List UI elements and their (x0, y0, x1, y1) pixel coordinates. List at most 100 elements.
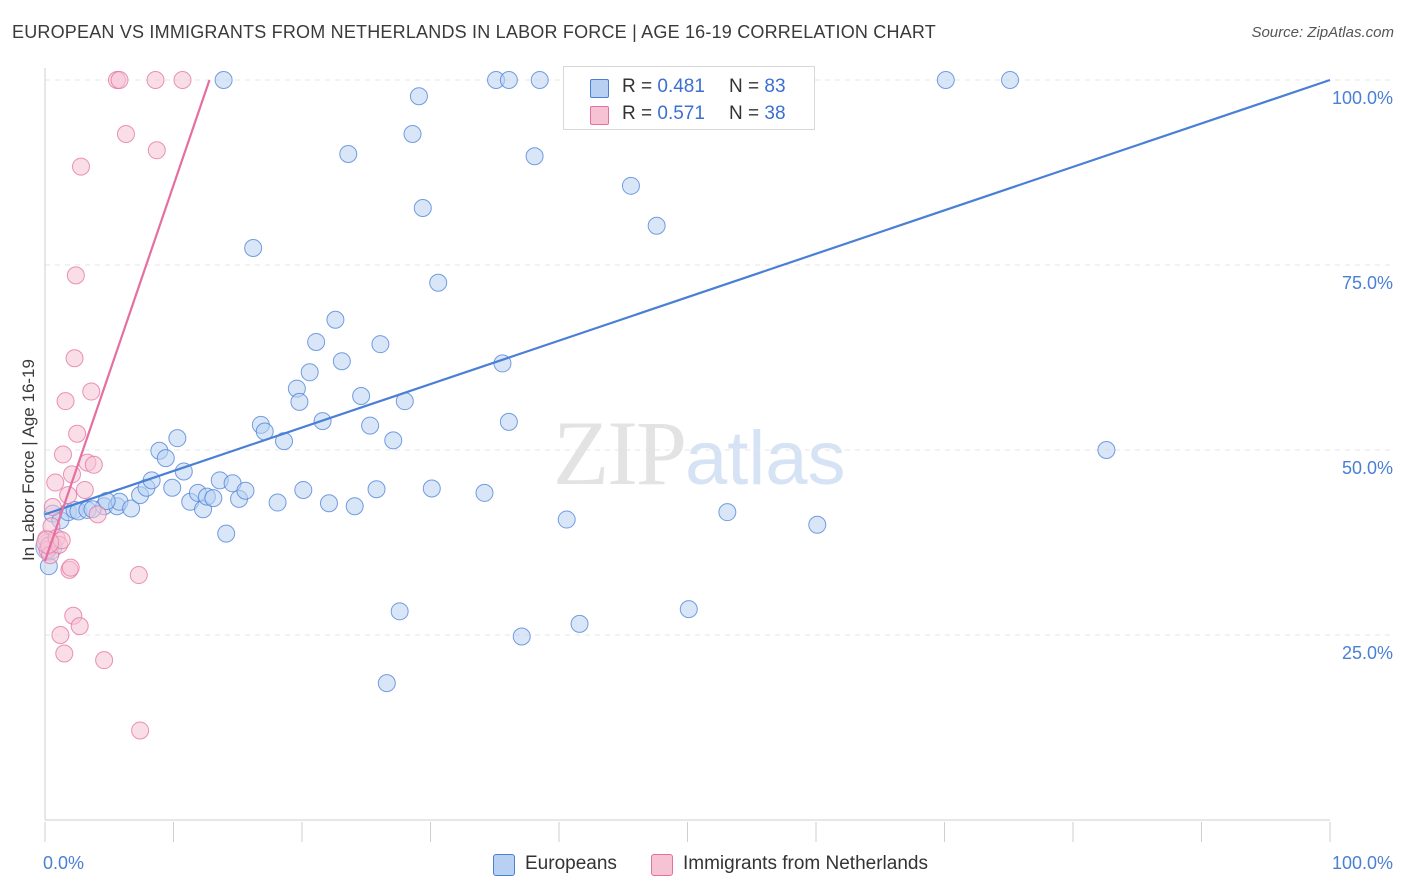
gridlines (45, 79, 1392, 636)
axes (44, 68, 1331, 842)
immigrants-point (95, 651, 114, 670)
immigrants-point (84, 455, 103, 474)
europeans-point (345, 497, 364, 516)
legend-row-immigrants: R = 0.571 N = 38 (564, 101, 814, 127)
europeans-point (156, 449, 175, 468)
europeans-point (217, 524, 236, 543)
n-label: N = (729, 76, 760, 97)
y-tick-label: 50.0% (1342, 458, 1393, 478)
europeans-point (512, 627, 531, 646)
immigrants-point (71, 157, 90, 176)
y-tick-label: 100.0% (1332, 88, 1393, 108)
y-axis-label: In Labor Force | Age 16-19 (19, 359, 38, 561)
y-tick-label: 75.0% (1342, 273, 1393, 293)
europeans-point (422, 479, 441, 498)
immigrants-point (65, 349, 84, 368)
immigrants-point (147, 141, 166, 160)
immigrants-point (116, 125, 135, 144)
europeans-point (557, 510, 576, 529)
europeans-point (236, 481, 255, 500)
n-value: 83 (764, 76, 786, 97)
europeans-point (204, 489, 223, 508)
europeans-point (647, 216, 666, 235)
europeans-point (361, 416, 380, 435)
immigrants-point (129, 566, 148, 585)
correlation-legend: R = 0.481 N = 83 R = 0.571 N = 38 (563, 66, 815, 130)
europeans-points (35, 71, 1116, 693)
europeans-point (429, 273, 448, 292)
europeans-point (319, 494, 338, 513)
r-label: R = (622, 103, 653, 124)
europeans-point (499, 412, 518, 431)
immigrants-point (61, 558, 80, 577)
europeans-point (570, 614, 589, 633)
europeans-point (1001, 71, 1020, 89)
europeans-point (371, 335, 390, 354)
europeans-swatch (590, 79, 609, 98)
immigrants-point (131, 721, 150, 740)
immigrants-swatch (651, 854, 673, 876)
r-value: 0.571 (657, 103, 705, 124)
europeans-point (352, 386, 371, 405)
europeans-trend-line (44, 78, 1331, 516)
immigrants-point (68, 424, 87, 443)
europeans-point (244, 238, 263, 257)
x-tick-label: 100.0% (1332, 853, 1393, 873)
europeans-point (530, 71, 549, 89)
europeans-point (718, 503, 737, 522)
immigrants-trend-line (43, 79, 211, 562)
n-value: 38 (764, 103, 786, 124)
legend-row-europeans: R = 0.481 N = 83 (564, 74, 814, 100)
immigrants-point (88, 505, 107, 524)
europeans-point (377, 674, 396, 693)
europeans-point (390, 602, 409, 621)
europeans-point (808, 515, 827, 534)
immigrants-point (75, 480, 94, 499)
r-value: 0.481 (657, 76, 705, 97)
europeans-point (499, 71, 518, 89)
immigrants-point (55, 644, 74, 663)
europeans-point (122, 499, 141, 518)
n-label: N = (729, 103, 760, 124)
immigrants-swatch (590, 106, 609, 125)
europeans-point (332, 352, 351, 371)
immigrants-point (66, 266, 85, 285)
europeans-swatch (493, 854, 515, 876)
europeans-point (1097, 441, 1116, 459)
immigrants-point (110, 71, 129, 89)
europeans-point (339, 145, 358, 163)
watermark: ZIPatlas (553, 400, 846, 506)
immigrants-point (70, 617, 89, 636)
europeans-point (409, 87, 428, 106)
immigrants-point (146, 71, 165, 89)
immigrants-point (56, 392, 75, 411)
europeans-point (936, 71, 955, 89)
tick-labels: 25.0% 50.0% 75.0% 100.0% 0.0% 100.0% (43, 88, 1393, 873)
immigrants-points (36, 71, 192, 740)
immigrants-label: Immigrants from Netherlands (683, 853, 928, 874)
chart-title: EUROPEAN VS IMMIGRANTS FROM NETHERLANDS … (12, 22, 936, 42)
europeans-point (326, 310, 345, 329)
x-tick-label: 0.0% (43, 853, 84, 873)
watermark-atlas: atlas (685, 416, 846, 501)
europeans-point (384, 431, 403, 450)
europeans-label: Europeans (525, 853, 617, 874)
europeans-point (268, 493, 287, 512)
europeans-point (307, 332, 326, 351)
europeans-point (475, 483, 494, 502)
europeans-point (214, 71, 233, 89)
series-legend: Europeans Immigrants from Netherlands (0, 852, 1406, 878)
immigrants-point (51, 626, 70, 644)
trend-lines (43, 78, 1331, 562)
europeans-point (163, 478, 182, 497)
europeans-point (679, 600, 698, 619)
europeans-point (300, 363, 319, 382)
europeans-point (525, 147, 544, 166)
europeans-point (290, 392, 309, 411)
source-label: Source: ZipAtlas.com (1251, 24, 1394, 41)
r-label: R = (622, 76, 653, 97)
europeans-point (294, 480, 313, 499)
europeans-point (168, 429, 187, 448)
europeans-point (413, 199, 432, 218)
